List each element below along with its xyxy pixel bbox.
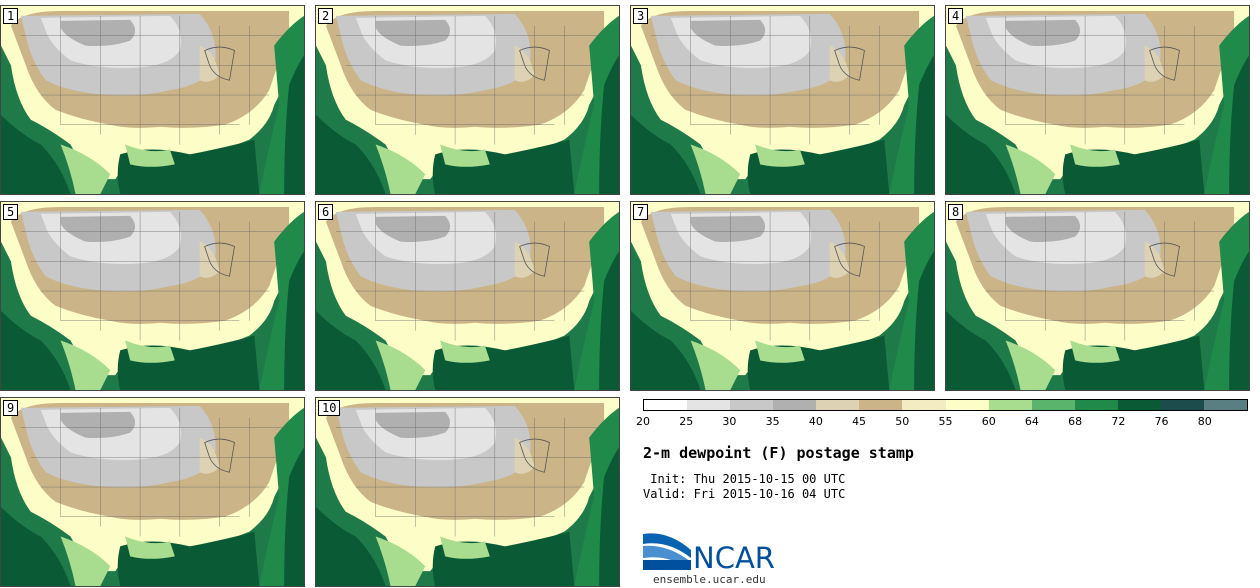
colorbar-segment <box>1204 400 1248 410</box>
colorbar-tick-label: 80 <box>1197 415 1212 428</box>
member-number-label: 8 <box>948 204 964 220</box>
colorbar-segment <box>816 400 860 410</box>
colorbar-segment <box>1074 400 1118 410</box>
member-map-panel: 4 <box>945 5 1250 195</box>
colorbar-tick-label: 68 <box>1068 415 1083 428</box>
member-number-label: 1 <box>3 8 19 24</box>
colorbar-segment <box>644 400 688 410</box>
colorbar-tick-label: 40 <box>808 415 823 428</box>
member-map-panel: 3 <box>630 5 935 195</box>
colorbar-tick-label: 60 <box>981 415 996 428</box>
colorbar-segment <box>1031 400 1075 410</box>
member-map-panel: 1 <box>0 5 305 195</box>
colorbar-segment <box>902 400 946 410</box>
member-number-label: 6 <box>318 204 334 220</box>
member-map-panel: 8 <box>945 201 1250 391</box>
site-url: ensemble.ucar.edu <box>653 573 766 586</box>
ncar-logo-text: NCAR <box>693 541 775 575</box>
colorbar-tick-label: 20 <box>636 415 650 428</box>
member-number-label: 3 <box>633 8 649 24</box>
colorbar-tick-label: 30 <box>722 415 737 428</box>
member-number-label: 4 <box>948 8 964 24</box>
colorbar-tick-label: 50 <box>895 415 910 428</box>
member-map-panel: 5 <box>0 201 305 391</box>
member-map-panel: 9 <box>0 397 305 587</box>
colorbar-segment <box>687 400 731 410</box>
member-number-label: 9 <box>3 400 19 416</box>
member-number-label: 5 <box>3 204 19 220</box>
colorbar-segment <box>773 400 817 410</box>
member-map-panel: 10 <box>315 397 620 587</box>
colorbar-tick-label: 64 <box>1024 415 1039 428</box>
colorbar-segment <box>988 400 1032 410</box>
colorbar <box>643 399 1248 411</box>
colorbar-segment <box>1160 400 1205 410</box>
colorbar-segment <box>730 400 774 410</box>
colorbar-tick-label: 72 <box>1111 415 1126 428</box>
colorbar-tick-label: 35 <box>765 415 780 428</box>
member-number-label: 7 <box>633 204 649 220</box>
colorbar-tick-label: 55 <box>938 415 953 428</box>
init-time: Init: Thu 2015-10-15 00 UTC <box>643 472 846 486</box>
colorbar-segment <box>1117 400 1161 410</box>
member-map-panel: 6 <box>315 201 620 391</box>
member-map-panel: 2 <box>315 5 620 195</box>
member-number-label: 10 <box>318 400 341 416</box>
colorbar-tick-label: 25 <box>679 415 694 428</box>
valid-time: Valid: Fri 2015-10-16 04 UTC <box>643 487 846 501</box>
colorbar-segment <box>945 400 989 410</box>
ncar-logo-icon <box>643 533 691 570</box>
member-map-panel: 7 <box>630 201 935 391</box>
colorbar-segment <box>859 400 903 410</box>
member-number-label: 2 <box>318 8 334 24</box>
colorbar-tick-label: 45 <box>852 415 867 428</box>
colorbar-tick-label: 76 <box>1154 415 1169 428</box>
chart-title: 2-m dewpoint (F) postage stamp <box>643 444 914 462</box>
